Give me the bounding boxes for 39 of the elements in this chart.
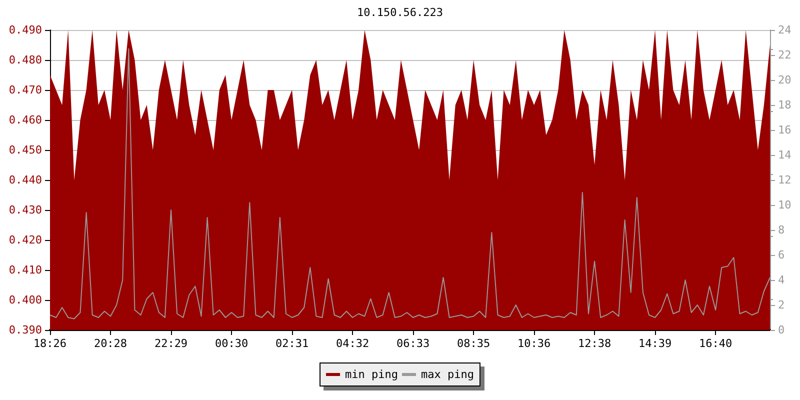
- y-tick-label: 0.450: [8, 144, 42, 156]
- y2-tick-label: 0: [778, 324, 785, 336]
- x-tick-label: 00:30: [214, 337, 248, 350]
- x-tick-label: 10:36: [517, 337, 551, 350]
- y-tick-label: 0.430: [8, 204, 42, 216]
- y2-tick-label: 6: [778, 248, 785, 262]
- y-tick-label: 0.480: [8, 54, 42, 66]
- legend-label: max ping: [421, 368, 474, 381]
- y-tick-label: 0.470: [8, 84, 42, 96]
- y2-tick-label: 14: [778, 148, 792, 162]
- legend-label: min ping: [345, 368, 398, 381]
- x-tick-label: 06:33: [396, 337, 430, 350]
- y2-tick-label: 16: [778, 124, 792, 136]
- y-tick-label: 0.490: [8, 24, 42, 36]
- y-tick-label: 0.400: [8, 294, 42, 306]
- y2-tick-label: 22: [778, 48, 792, 62]
- y-tick-label: 0.460: [8, 114, 42, 126]
- y2-tick-label: 24: [778, 24, 792, 36]
- x-tick-label: 18:26: [33, 337, 67, 350]
- y2-tick-label: 4: [778, 274, 785, 286]
- y2-tick-label: 12: [778, 174, 792, 186]
- y2-tick-label: 2: [778, 298, 785, 312]
- y-tick-label: 0.410: [8, 264, 42, 276]
- y2-tick-label: 10: [778, 198, 792, 212]
- y2-tick-label: 8: [778, 224, 785, 236]
- x-tick-label: 20:28: [94, 337, 128, 350]
- chart-title: 10.150.56.223: [356, 6, 444, 19]
- y2-tick-label: 20: [778, 74, 792, 86]
- x-tick-label: 12:38: [578, 337, 612, 350]
- y-tick-label: 0.440: [8, 174, 42, 186]
- y2-tick-label: 18: [778, 98, 792, 112]
- y-tick-label: 0.390: [8, 324, 42, 336]
- x-tick-label: 04:32: [336, 337, 370, 350]
- x-tick-label: 02:31: [275, 337, 309, 350]
- x-tick-label: 16:40: [698, 337, 732, 350]
- y-tick-label: 0.420: [8, 234, 42, 246]
- x-tick-label: 08:35: [456, 337, 490, 350]
- x-tick-label: 14:39: [638, 337, 672, 350]
- x-tick-label: 22:29: [154, 337, 188, 350]
